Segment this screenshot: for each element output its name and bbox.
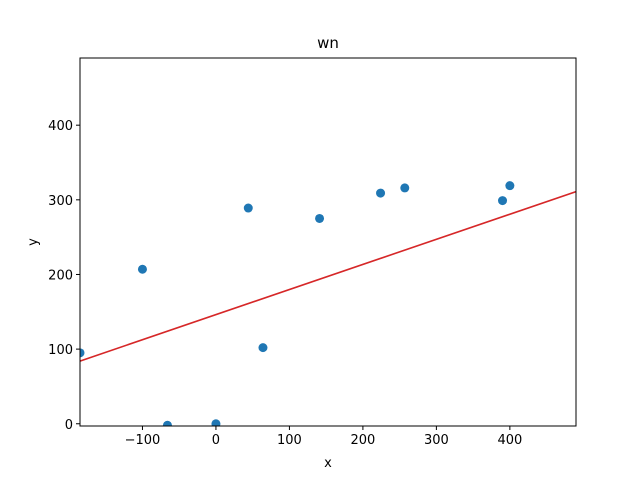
- data-point: [376, 188, 386, 198]
- fit-line: [80, 190, 576, 362]
- x-axis: −100 0 100 200 300 400: [125, 426, 522, 448]
- plot-frame: [79, 57, 577, 427]
- x-tick-label: −100: [125, 433, 161, 448]
- data-point: [505, 181, 515, 191]
- y-axis-label: y: [26, 238, 41, 246]
- data-point: [243, 203, 253, 213]
- data-point: [211, 419, 221, 426]
- plot-area: [80, 181, 576, 426]
- chart-title: wn: [317, 34, 339, 52]
- data-point: [80, 348, 85, 358]
- y-tick-label: 200: [48, 268, 73, 283]
- data-point: [137, 264, 147, 274]
- x-tick-label: 400: [497, 433, 522, 448]
- y-tick-label: 400: [48, 119, 73, 134]
- data-point: [258, 343, 268, 353]
- y-tick-label: 0: [65, 418, 73, 433]
- data-point: [400, 183, 410, 193]
- x-tick-label: 200: [350, 433, 375, 448]
- data-point: [315, 213, 325, 223]
- data-point: [498, 196, 508, 206]
- x-tick-label: 300: [424, 433, 449, 448]
- y-tick-label: 100: [48, 343, 73, 358]
- x-axis-label: x: [324, 456, 332, 471]
- x-tick-label: 0: [212, 433, 220, 448]
- data-point: [162, 420, 172, 426]
- y-tick-label: 300: [48, 194, 73, 209]
- x-tick-label: 100: [277, 433, 302, 448]
- y-axis: 0 100 200 300 400: [48, 119, 80, 433]
